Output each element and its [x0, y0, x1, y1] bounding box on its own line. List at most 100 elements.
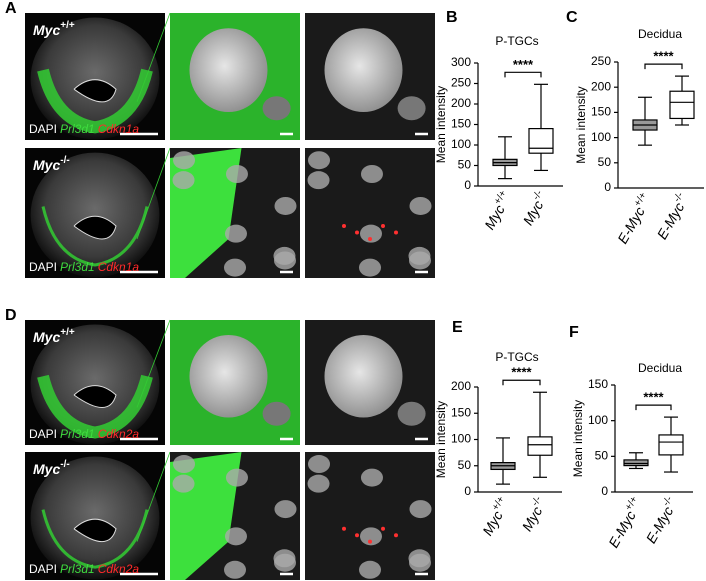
chart-title: Decidua: [638, 361, 682, 375]
panel-letter: B: [446, 9, 458, 26]
category-name: Myc: [479, 508, 506, 538]
y-axis-label: Mean intensity: [571, 400, 585, 477]
zoom-line: [136, 451, 171, 542]
stain: Cdkn1a: [98, 122, 140, 136]
green-signal: [37, 68, 153, 134]
significance-label: ****: [511, 365, 532, 380]
nucleus: [189, 335, 268, 418]
y-tick-label: 50: [458, 158, 472, 172]
significance-bracket: [644, 63, 683, 70]
stain: Prl3d1: [60, 562, 95, 576]
red-signal: [355, 533, 359, 538]
genotype-name: Myc: [33, 22, 60, 38]
nucleus: [224, 560, 246, 579]
cavity: [73, 385, 117, 408]
x-tick-label: E-Myc-/-: [652, 190, 692, 242]
significance-bracket: [502, 379, 541, 386]
nucleus: [359, 560, 381, 579]
chart-title: Decidua: [638, 27, 682, 41]
genotype-name: Myc: [33, 461, 60, 477]
x-tick-label: Myc-/-: [518, 188, 551, 227]
nucleus: [409, 196, 432, 215]
y-tick-label: 50: [458, 458, 472, 472]
nucleus: [172, 171, 195, 190]
zoom-line: [136, 319, 171, 408]
x-tick-label: E-Myc-/-: [641, 494, 681, 546]
red-signal: [342, 526, 346, 531]
nucleus: [397, 96, 426, 121]
red-signal: [381, 526, 385, 531]
red-signal: [368, 237, 372, 241]
nucleus: [324, 28, 403, 113]
green-signal: [41, 206, 149, 267]
genotype-sup: +/+: [60, 20, 75, 31]
significance-label: ****: [643, 390, 664, 405]
genotype-label: Myc-/-: [33, 155, 70, 173]
category-name: Myc: [519, 198, 546, 228]
nucleus: [173, 151, 196, 170]
nucleus: [224, 258, 246, 277]
nucleus: [408, 549, 431, 568]
nucleus: [189, 28, 268, 113]
stain: Cdkn1a: [98, 260, 140, 274]
x-tick-label: E-Myc+/+: [612, 190, 655, 246]
x-tick-label: Myc-/-: [517, 494, 550, 533]
stain-label: DAPI Prl3d1 Cdkn2a: [29, 427, 139, 441]
red-signal: [394, 533, 398, 538]
nucleus: [409, 500, 432, 519]
zoom-line: [136, 147, 171, 240]
stain: DAPI: [29, 260, 57, 274]
cavity: [73, 215, 117, 240]
genotype-name: Myc: [33, 157, 60, 173]
cavity: [73, 518, 117, 543]
y-tick-label: 150: [591, 105, 611, 119]
chart-title: P-TGCs: [495, 34, 538, 48]
category-name: E-Myc: [653, 200, 687, 242]
y-tick-label: 200: [451, 379, 471, 393]
x-tick-label: E-Myc+/+: [603, 494, 646, 550]
stain: DAPI: [29, 427, 57, 441]
x-tick-label: Myc+/+: [479, 188, 515, 232]
stain: Prl3d1: [60, 122, 95, 136]
y-axis-label: Mean intensity: [434, 86, 448, 163]
category-name: E-Myc: [642, 504, 676, 546]
panel-letter: C: [566, 9, 578, 26]
y-tick-label: 0: [464, 178, 471, 192]
significance-bracket: [635, 404, 672, 411]
stain: DAPI: [29, 562, 57, 576]
genotype-label: Myc-/-: [33, 459, 70, 477]
y-tick-label: 150: [451, 117, 471, 131]
zoom-line: [136, 12, 171, 103]
nucleus: [172, 474, 195, 493]
red-signal: [342, 224, 346, 228]
nucleus: [359, 527, 382, 546]
stain: DAPI: [29, 122, 57, 136]
panel-letter: E: [452, 319, 463, 336]
nucleus: [324, 335, 403, 418]
nucleus: [360, 165, 383, 184]
category-name: E-Myc: [605, 508, 639, 550]
nucleus: [360, 468, 383, 487]
x-tick-label: Myc+/+: [477, 494, 513, 538]
genotype-sup: -/-: [60, 459, 69, 470]
nucleus: [273, 549, 296, 568]
nucleus: [308, 455, 331, 474]
nucleus: [274, 196, 297, 215]
y-tick-label: 150: [588, 377, 608, 391]
y-axis-label: Mean intensity: [434, 401, 448, 478]
y-axis-label: Mean intensity: [574, 86, 588, 163]
genotype-name: Myc: [33, 329, 60, 345]
nucleus: [359, 258, 381, 277]
genotype-sup: -/-: [60, 155, 69, 166]
y-tick-label: 0: [464, 484, 471, 498]
red-signal: [381, 224, 385, 228]
y-tick-label: 100: [588, 413, 608, 427]
y-tick-label: 250: [591, 54, 611, 68]
box: [669, 90, 695, 120]
significance-label: ****: [513, 57, 534, 72]
y-tick-label: 200: [451, 96, 471, 110]
red-signal: [368, 539, 372, 544]
nucleus: [225, 165, 248, 184]
y-tick-label: 50: [598, 155, 612, 169]
